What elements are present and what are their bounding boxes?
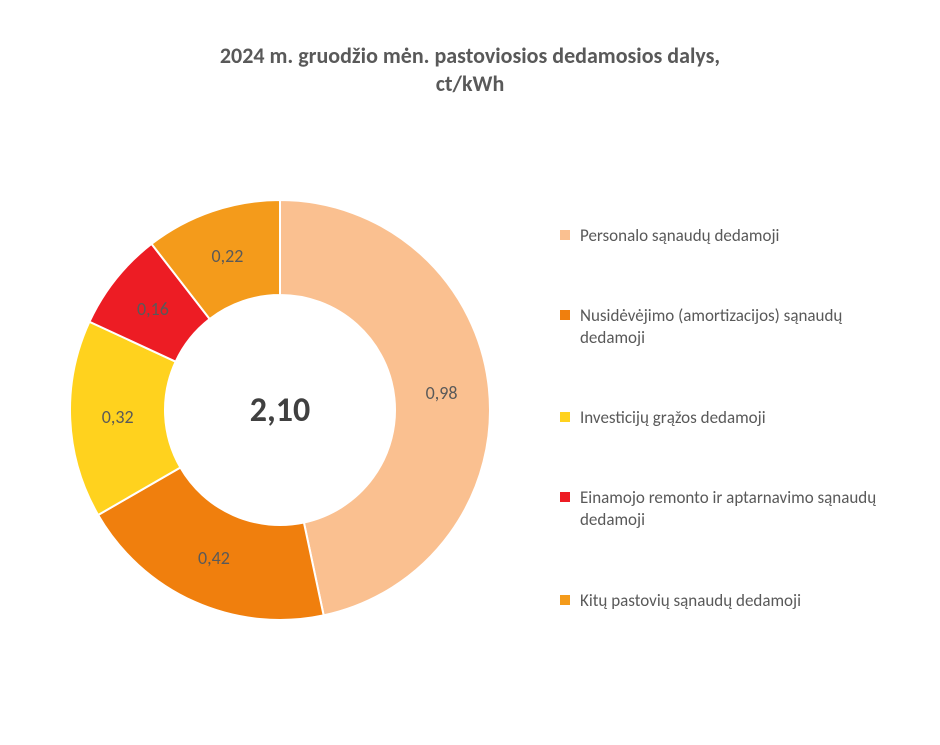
legend-item: Personalo sąnaudų dedamoji: [560, 225, 900, 247]
chart-title-line2: ct/kWh: [0, 70, 940, 98]
legend-label: Investicijų grąžos dedamoji: [580, 407, 766, 429]
chart-title: 2024 m. gruodžio mėn. pastoviosios dedam…: [0, 42, 940, 97]
chart-title-line1: 2024 m. gruodžio mėn. pastoviosios dedam…: [0, 42, 940, 70]
legend-swatch: [560, 310, 570, 320]
legend: Personalo sąnaudų dedamoji Nusidėvėjimo (…: [560, 225, 900, 670]
legend-label: Personalo sąnaudų dedamoji: [580, 225, 779, 247]
legend-label: Nusidėvėjimo (amortizacijos) sąnaudų ded…: [580, 305, 900, 349]
donut-chart: 2,10 0,980,420,320,160,22: [60, 190, 500, 630]
legend-item: Kitų pastovių sąnaudų dedamoji: [560, 590, 900, 612]
slice-value-label: 0,98: [426, 382, 458, 404]
slice-value-label: 0,42: [198, 547, 230, 569]
legend-swatch: [560, 230, 570, 240]
legend-label: Kitų pastovių sąnaudų dedamoji: [580, 590, 801, 612]
legend-item: Nusidėvėjimo (amortizacijos) sąnaudų ded…: [560, 305, 900, 349]
legend-item: Investicijų grąžos dedamoji: [560, 407, 900, 429]
donut-slice: [280, 200, 490, 615]
legend-swatch: [560, 595, 570, 605]
slice-value-label: 0,32: [102, 406, 134, 428]
slice-value-label: 0,16: [137, 298, 169, 320]
legend-label: Einamojo remonto ir aptarnavimo sąnaudų …: [580, 487, 900, 531]
legend-swatch: [560, 492, 570, 502]
legend-item: Einamojo remonto ir aptarnavimo sąnaudų …: [560, 487, 900, 531]
legend-swatch: [560, 412, 570, 422]
slice-value-label: 0,22: [212, 245, 244, 267]
